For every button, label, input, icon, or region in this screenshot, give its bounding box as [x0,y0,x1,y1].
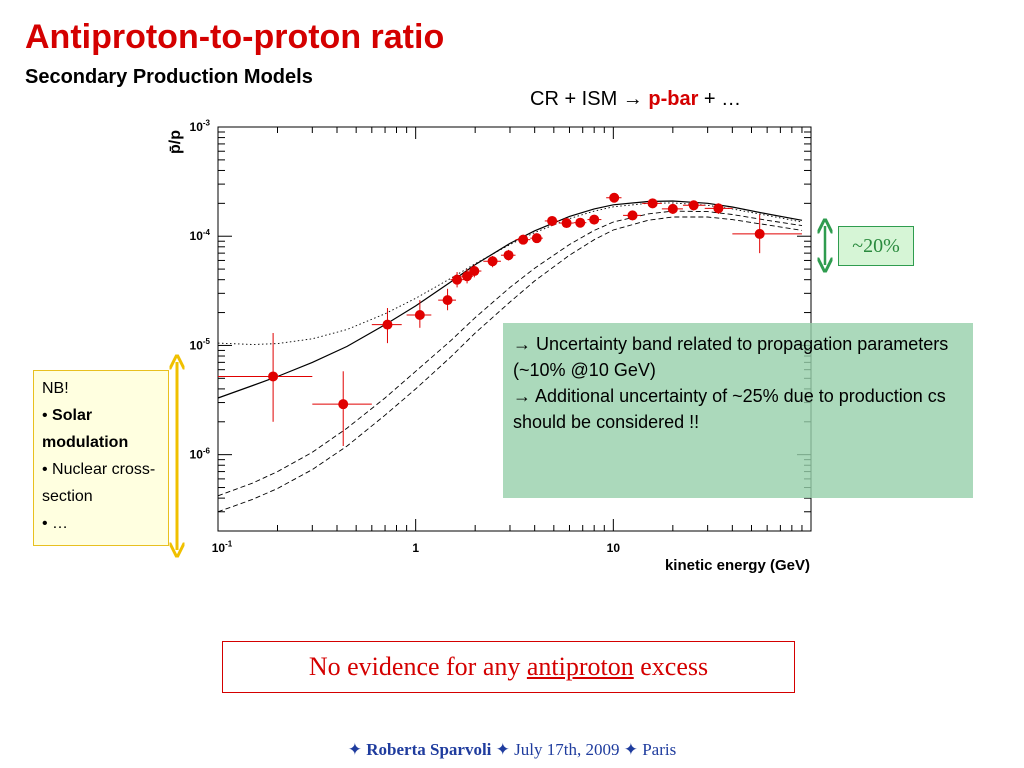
footer-place: Paris [642,740,677,759]
footer-author: Roberta Sparvoli [366,740,492,759]
data-point [461,269,473,284]
point-marker [338,399,349,410]
point-marker [547,215,558,226]
star-icon: ✦ [495,740,510,759]
star-icon: ✦ [623,740,638,759]
data-point [218,332,313,422]
point-marker [469,266,480,277]
conclusion-after: excess [633,652,709,681]
note-text-1: Uncertainty band related to propagation … [513,334,949,380]
x-tick-label: 1 [412,541,419,555]
nb-bullet-1: • Solar modulation [42,407,129,451]
point-marker [667,203,678,214]
data-point [515,234,531,245]
point-marker [713,203,724,214]
data-point [587,214,602,225]
data-point [406,300,432,328]
data-point [642,198,662,209]
y-axis-label: p̄/p [167,130,184,154]
nb-heading: NB! [42,380,69,397]
data-point [438,288,457,311]
model-curve-dashed [217,210,803,497]
conclusion-emphasis: antiproton [526,652,634,681]
data-point [450,272,464,288]
point-marker [531,233,542,244]
slide-title: Antiproton-to-proton ratio [25,18,445,56]
y-tick-label: 10-4 [190,228,211,243]
star-icon: ✦ [347,740,363,759]
nb-bullet-1-text: Solar modulation [42,407,129,451]
point-marker [452,274,463,285]
tick-labels: 10-1 1 10 10-3 10-4 10-5 10-6 [190,119,621,555]
data-points [218,192,802,447]
point-marker [647,198,658,209]
data-point [682,200,705,211]
y-tick-label: 10-5 [190,337,211,352]
data-point [544,215,559,226]
x-tick-label: 10 [607,541,621,555]
footer: ✦ Roberta Sparvoli ✦ July 17th, 2009 ✦ P… [0,740,1024,760]
uncertainty-note: → Uncertainty band related to propagatio… [503,323,973,498]
point-marker [627,210,638,221]
data-point [623,210,641,221]
point-marker [518,234,529,245]
point-marker [754,228,765,239]
reaction-suffix: + … [703,88,742,110]
note-line-1: → Uncertainty band related to propagatio… [513,331,963,383]
data-point [558,218,574,229]
point-marker [589,214,600,225]
arrow-right-icon: → [513,334,531,354]
point-marker [382,319,393,330]
slide-subtitle: Secondary Production Models [25,66,313,88]
point-marker [609,192,620,203]
data-point [732,214,802,254]
reaction-formula: CR + ISM → p-bar + … [530,88,741,111]
nb-bullet-3-text: … [52,515,69,532]
uncertainty-label: ~20% [838,226,914,266]
data-point [371,308,402,344]
y-tick-label: 10-6 [190,446,211,461]
point-marker [575,217,586,228]
point-marker [442,295,453,306]
reaction-product: p-bar [648,88,699,110]
data-point [704,203,733,214]
point-marker [688,200,699,211]
reaction-arrow: → [622,88,643,110]
reaction-prefix: CR + ISM [530,88,623,110]
x-axis-label: kinetic energy (GeV) [665,557,810,574]
model-curve-dashed [217,216,803,513]
point-marker [268,371,279,382]
footer-date: July 17th, 2009 [514,740,620,759]
x-tick-label: 10-1 [212,540,233,555]
data-point [500,249,516,261]
data-point [468,264,482,278]
point-marker [503,250,514,261]
data-point [312,371,372,447]
note-text-2: Additional uncertainty of ~25% due to pr… [513,386,946,432]
point-marker [561,218,572,229]
nb-bullet-2-text: Nuclear cross-section [42,461,156,505]
data-point [530,233,543,244]
nb-callout: NB! • Solar modulation • Nuclear cross-s… [33,370,169,546]
conclusion-before: No evidence for any [308,652,527,681]
point-marker [414,309,425,320]
conclusion-box: No evidence for any antiproton excess [222,641,795,693]
nb-bullet-3: • … [42,515,69,532]
point-marker [487,256,498,267]
data-point [606,192,622,203]
arrow-right-icon: → [513,386,531,406]
data-point [573,217,587,228]
y-tick-label: 10-3 [190,119,211,134]
data-point [661,203,683,214]
data-point [483,255,501,268]
nb-bullet-2: • Nuclear cross-section [42,461,156,505]
note-line-2: → Additional uncertainty of ~25% due to … [513,383,963,435]
point-marker [462,271,473,282]
